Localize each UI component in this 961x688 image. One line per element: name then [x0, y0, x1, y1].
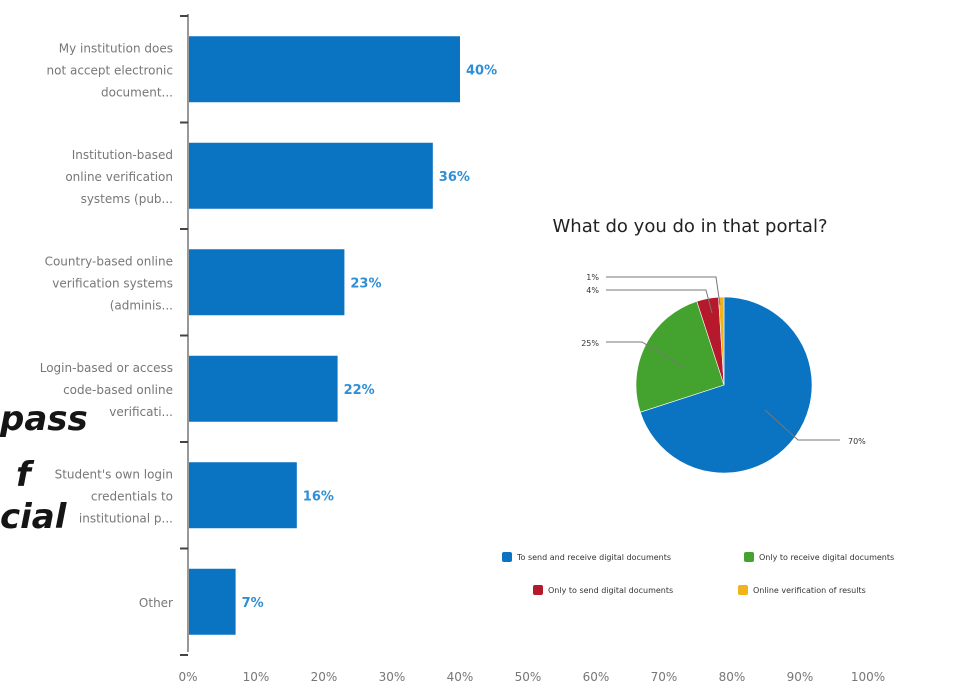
x-tick-label: 10% — [243, 670, 270, 684]
x-tick-label: 80% — [719, 670, 746, 684]
bar-6 — [189, 568, 236, 635]
bar-1 — [189, 36, 460, 103]
legend-label: Only to receive digital documents — [759, 553, 894, 562]
category-label: (adminis... — [110, 298, 173, 312]
pie-slice-label: 70% — [848, 437, 866, 446]
category-label: Student's own login — [55, 467, 173, 481]
pie-leader-line — [606, 289, 713, 314]
x-tick-label: 60% — [583, 670, 610, 684]
bar-4 — [189, 355, 338, 422]
pie-leader-line — [606, 276, 721, 306]
bar-5 — [189, 462, 297, 529]
category-label: Country-based online — [45, 254, 173, 268]
x-tick-label: 90% — [787, 670, 814, 684]
bar-value-label: 22% — [344, 383, 375, 398]
legend-swatch — [533, 585, 543, 595]
category-label: verificati... — [109, 405, 173, 419]
legend-label: To send and receive digital documents — [516, 553, 671, 562]
legend-swatch — [744, 552, 754, 562]
pie-slice-label: 4% — [586, 286, 599, 295]
pie-slice-label: 25% — [581, 339, 599, 348]
category-label: document... — [101, 85, 173, 99]
bar-3 — [189, 249, 345, 316]
category-label: Other — [139, 596, 173, 610]
x-tick-label: 70% — [651, 670, 678, 684]
bar-value-label: 40% — [466, 63, 497, 78]
bar-value-label: 7% — [242, 596, 264, 611]
category-label: institutional p... — [79, 511, 173, 525]
category-label: code-based online — [63, 383, 173, 397]
category-label: Institution-based — [72, 148, 173, 162]
bar-value-label: 16% — [303, 489, 334, 504]
category-label: not accept electronic — [47, 63, 174, 77]
pie-leader-line — [764, 409, 840, 441]
x-tick-label: 100% — [851, 670, 885, 684]
pie-slice-1 — [639, 296, 813, 474]
x-tick-label: 50% — [515, 670, 542, 684]
category-label: online verification — [65, 170, 173, 184]
bar-2 — [189, 142, 433, 209]
category-label: Login-based or access — [40, 361, 173, 375]
x-tick-label: 40% — [447, 670, 474, 684]
legend-swatch — [738, 585, 748, 595]
legend-label: Online verification of results — [753, 586, 866, 595]
pie-title: What do you do in that portal? — [552, 216, 827, 237]
x-tick-label: 20% — [311, 670, 338, 684]
legend-swatch — [502, 552, 512, 562]
bar-value-label: 23% — [350, 276, 381, 291]
category-label: verification systems — [52, 276, 173, 290]
x-tick-label: 0% — [178, 670, 197, 684]
bar-value-label: 36% — [439, 170, 470, 185]
category-label: systems (pub... — [81, 192, 173, 206]
x-tick-label: 30% — [379, 670, 406, 684]
background-text-3: cial — [0, 497, 67, 537]
pie-slice-2 — [635, 300, 725, 413]
pie-leader-line — [606, 341, 686, 369]
pie-slice-label: 1% — [586, 273, 599, 282]
legend-label: Only to send digital documents — [548, 586, 673, 595]
category-label: My institution does — [59, 41, 173, 55]
category-label: credentials to — [91, 489, 173, 503]
background-text-2: f — [16, 455, 31, 495]
background-text-1: pass — [0, 399, 88, 439]
